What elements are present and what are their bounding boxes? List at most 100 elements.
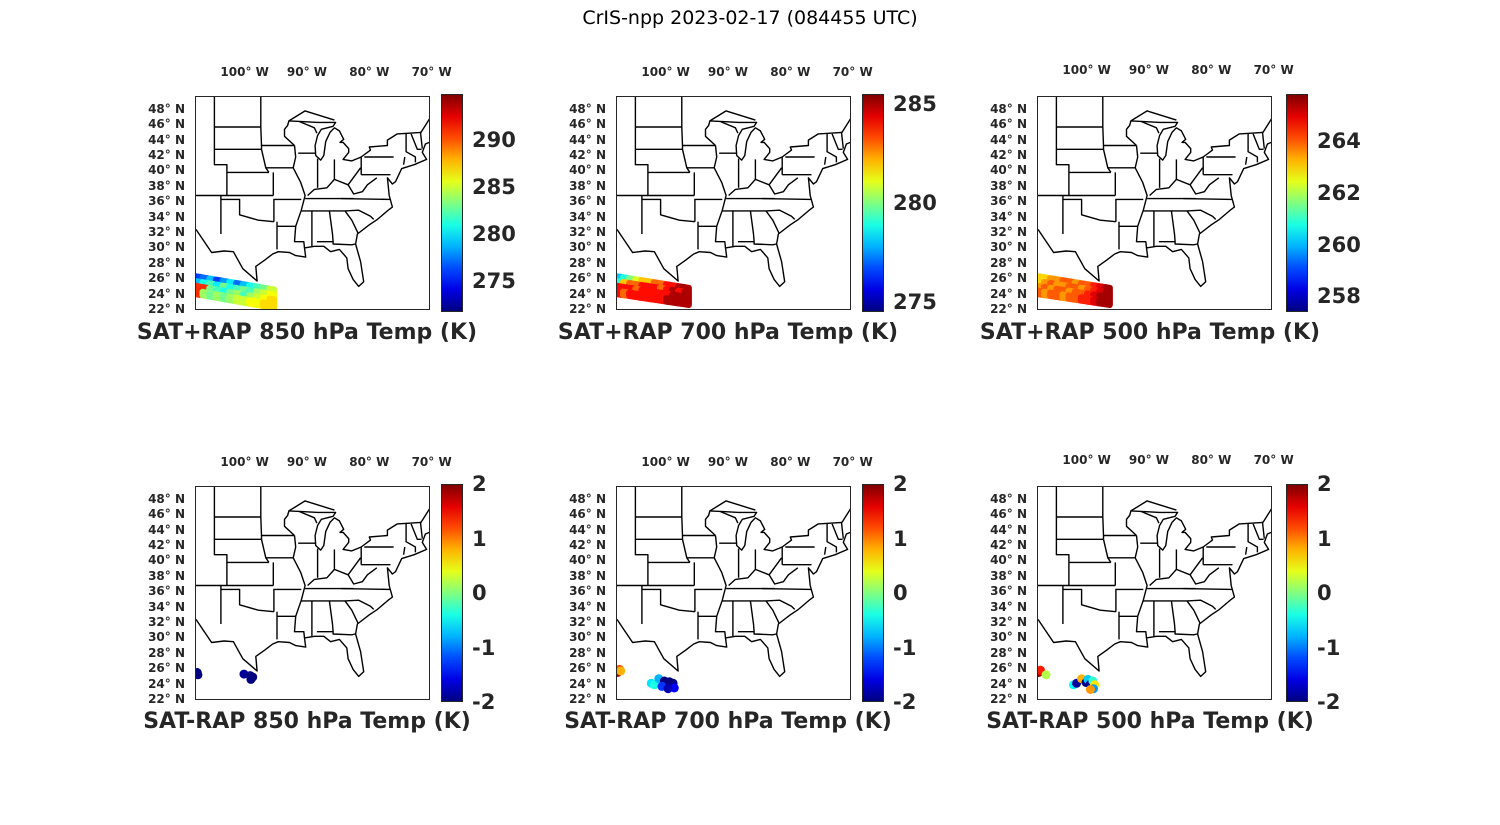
latitude-tick-label: 36° N (148, 194, 185, 209)
boundary-line (1102, 539, 1112, 563)
data-point (663, 684, 673, 694)
map-axes[interactable] (195, 96, 430, 310)
boundary-line (1102, 97, 1137, 147)
boundary-line (260, 487, 295, 537)
colorbar-tick-label: 264 (1317, 128, 1361, 153)
boundary-line (1062, 588, 1116, 613)
map-axes[interactable] (195, 486, 430, 700)
boundary-line (307, 167, 362, 197)
map-axes[interactable] (1037, 486, 1272, 700)
boundary-line (1189, 177, 1220, 195)
latitude-tick-label: 22° N (148, 692, 185, 706)
subplot-title: SAT+RAP 850 hPa Temp (K) (136, 320, 478, 345)
boundary-line (196, 110, 429, 288)
boundary-line (840, 521, 844, 539)
boundary-line (402, 546, 406, 555)
colorbar-tick-label: -1 (1317, 635, 1341, 660)
latitude-tick-label: 32° N (148, 225, 185, 240)
boundary-line (1183, 587, 1232, 591)
boundary-line (1102, 487, 1137, 537)
latitude-tick-label: 48° N (990, 101, 1027, 116)
latitude-tick-label: 26° N (148, 271, 185, 286)
boundary-line (720, 120, 739, 134)
boundary-line (826, 133, 838, 163)
longitude-tick-label: 100° W (641, 455, 690, 469)
boundary-line (1134, 145, 1148, 248)
latitude-tick-label: 26° N (148, 661, 185, 676)
latitude-tick-label: 44° N (990, 132, 1027, 147)
latitude-tick-label: 44° N (990, 522, 1027, 537)
subplot-title: SAT+RAP 500 hPa Temp (K) (979, 320, 1321, 345)
boundary-line (405, 133, 417, 163)
boundary-line (728, 557, 783, 587)
longitude-tick-label: 70° W (411, 65, 452, 79)
colorbar-tick-label: -2 (472, 690, 496, 714)
latitude-tick-label: 34° N (569, 209, 606, 224)
longitude-tick-label: 70° W (1253, 63, 1294, 77)
boundary-line (1252, 133, 1264, 150)
latitude-tick-label: 22° N (990, 302, 1027, 316)
boundary-line (1102, 149, 1112, 173)
boundary-line (299, 510, 318, 524)
boundary-line (1158, 630, 1198, 636)
boundary-line (316, 240, 356, 246)
colorbar-tick-label: 2 (1317, 472, 1332, 496)
latitude-tick-label: 24° N (148, 676, 185, 691)
longitude-tick-label: 80° W (349, 455, 390, 469)
boundary-line (749, 210, 755, 242)
map-axes[interactable] (616, 96, 851, 310)
latitude-tick-label: 36° N (569, 584, 606, 599)
map-axes[interactable] (1037, 96, 1272, 310)
latitude-tick-label: 36° N (990, 194, 1027, 209)
colorbar-tick-label: 285 (893, 91, 937, 116)
boundary-line (1183, 197, 1232, 201)
latitude-tick-label: 42° N (990, 148, 1027, 163)
boundary-line (1149, 167, 1204, 197)
boundary-line (307, 557, 362, 587)
data-point (1041, 670, 1051, 680)
boundary-line (1158, 240, 1198, 246)
colorbar (1286, 94, 1308, 312)
boundary-line (681, 539, 691, 563)
colorbar-tick-label: 260 (1317, 232, 1361, 257)
boundary-line (641, 588, 695, 613)
boundary-line (737, 240, 777, 246)
latitude-tick-label: 34° N (990, 599, 1027, 614)
boundary-line (765, 600, 780, 624)
latitude-tick-label: 30° N (148, 630, 185, 645)
boundary-line (840, 131, 844, 149)
boundary-line (765, 209, 796, 220)
colorbar-tick-label: 1 (893, 526, 908, 551)
latitude-tick-label: 42° N (148, 538, 185, 553)
map-axes[interactable] (616, 486, 851, 700)
boundary-line (347, 567, 378, 585)
colorbar-tick-label: -2 (893, 690, 917, 714)
latitude-tick-label: 46° N (569, 507, 606, 522)
boundary-line (768, 567, 799, 585)
boundary-line (220, 588, 274, 613)
boundary-line (299, 120, 318, 134)
boundary-line (341, 587, 390, 591)
boundary-line (1247, 133, 1259, 163)
boundary-line (1125, 120, 1137, 147)
colorbar (1286, 484, 1308, 702)
map-plot (196, 97, 429, 309)
latitude-tick-label: 34° N (148, 599, 185, 614)
longitude-tick-label: 90° W (1128, 63, 1170, 77)
latitude-tick-label: 38° N (569, 568, 606, 583)
longitude-tick-label: 100° W (641, 65, 690, 79)
longitude-tick-label: 70° W (832, 65, 873, 79)
latitude-tick-label: 42° N (569, 538, 606, 553)
boundary-line (1186, 599, 1217, 610)
latitude-tick-label: 46° N (990, 117, 1027, 132)
latitude-tick-label: 26° N (990, 271, 1027, 286)
state-boundaries (1038, 97, 1271, 288)
latitude-tick-label: 44° N (569, 522, 606, 537)
state-boundaries (196, 97, 429, 288)
longitude-tick-label: 80° W (349, 65, 390, 79)
latitude-tick-label: 38° N (569, 178, 606, 193)
colorbar-tick-label: 280 (893, 191, 937, 215)
latitude-tick-label: 34° N (990, 209, 1027, 224)
longitude-tick-label: 90° W (286, 455, 328, 469)
boundary-line (260, 97, 295, 147)
